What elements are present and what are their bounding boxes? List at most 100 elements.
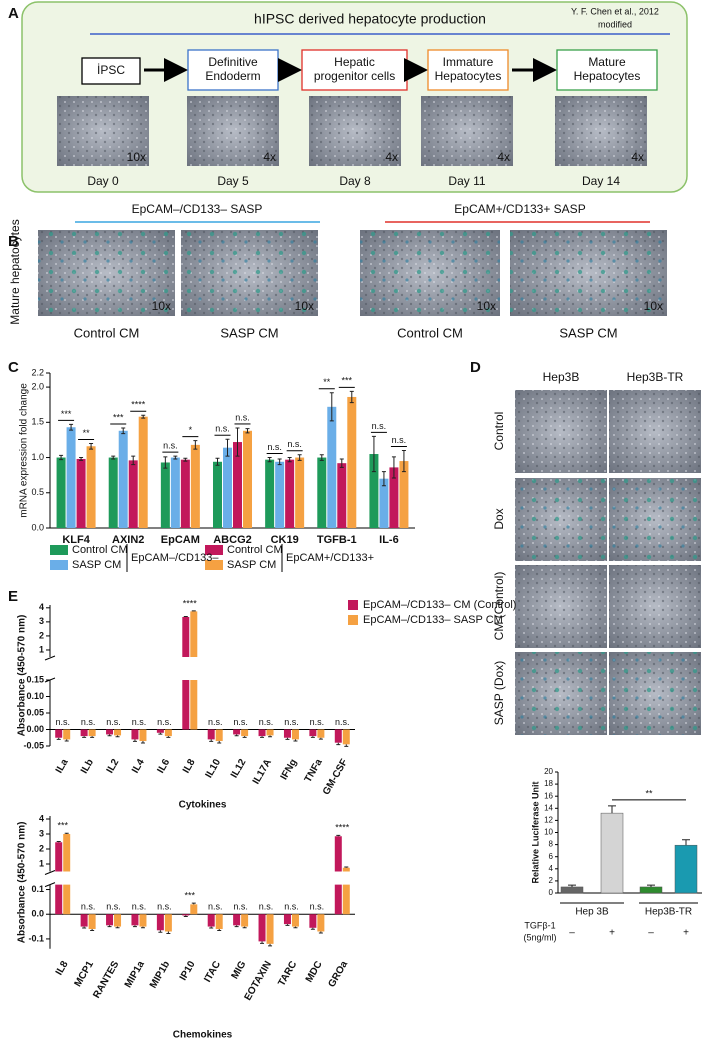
magnification: 4x: [263, 150, 276, 164]
y-axis-label: mRNA expression fold change: [19, 383, 30, 518]
bar: [334, 729, 342, 743]
significance: ***: [185, 890, 196, 900]
image-caption: SASP CM: [559, 325, 617, 340]
bar: [170, 457, 180, 528]
bar: [56, 457, 66, 528]
error-bar: [82, 926, 87, 929]
y-tick-label: 8: [549, 840, 554, 849]
error-bar: [183, 457, 188, 462]
bar: [80, 914, 88, 927]
error-bar: [209, 739, 214, 742]
x-tick-label: ABCG2: [213, 534, 252, 546]
error-bar: [235, 427, 240, 457]
bar: [131, 729, 139, 740]
significance: **: [83, 428, 91, 438]
bar: [139, 729, 147, 742]
micrograph-texture: [309, 96, 401, 166]
row-label: CM (Control): [492, 572, 506, 641]
y-tick-label: 16: [544, 791, 553, 800]
significance: ****: [131, 400, 146, 410]
bar: [182, 914, 190, 916]
micrograph-texture: [515, 390, 607, 473]
significance: ***: [57, 821, 68, 831]
treatment-label: TGFβ-1: [524, 920, 555, 930]
x-tick-label: IFNg: [279, 757, 300, 782]
bar: [80, 729, 88, 737]
significance: n.s.: [208, 717, 223, 727]
significance: n.s.: [335, 717, 350, 727]
y-tick-label: 14: [544, 803, 553, 812]
error-bar: [339, 458, 344, 468]
magnification: 10x: [644, 299, 663, 313]
significance: n.s.: [392, 435, 407, 445]
bar: [317, 914, 325, 932]
error-bar: [318, 737, 323, 740]
y-tick-label: 0.00: [26, 724, 44, 734]
error-bar: [158, 930, 163, 933]
bar: [118, 430, 128, 528]
bar: [128, 460, 138, 528]
x-tick-label: MCP1: [73, 959, 97, 989]
bar: [275, 461, 285, 528]
significance: n.s.: [259, 717, 274, 727]
micrograph-stain: [360, 230, 500, 316]
y-tick-label: 1: [39, 644, 44, 654]
x-tick-label: IL10: [204, 757, 224, 780]
significance: n.s.: [310, 902, 325, 912]
x-tick-label: IL17A: [251, 757, 274, 786]
error-bar: [336, 834, 341, 837]
y-tick-label: -0.1: [28, 933, 44, 943]
bar: [106, 914, 114, 926]
panel-label: E: [8, 588, 18, 605]
stage-label: Hepatocytes: [574, 69, 641, 83]
micrograph-texture: [515, 565, 607, 648]
error-bar: [132, 925, 137, 928]
error-bar: [69, 423, 74, 431]
y-tick-label: 1.5: [31, 417, 44, 427]
x-tick-label: GM-CSF: [321, 757, 350, 797]
x-tick-label: ITAC: [202, 959, 223, 984]
axis-break: [44, 655, 56, 683]
x-tick-label: IL2: [105, 757, 122, 775]
significance: n.s.: [81, 717, 96, 727]
magnification: 4x: [631, 150, 644, 164]
y-axis-label: Absorbance (450-570 nm): [17, 822, 28, 944]
day-label: Day 11: [448, 174, 485, 188]
error-bar: [217, 929, 222, 932]
significance: n.s.: [157, 717, 172, 727]
significance: n.s.: [287, 439, 302, 449]
error-bar: [344, 866, 349, 868]
x-tick-label: ILb: [79, 757, 96, 775]
error-bar: [166, 931, 171, 934]
error-bar: [56, 841, 61, 843]
micrograph-texture: [609, 390, 701, 473]
legend-swatch: [50, 560, 68, 570]
group-label: Hep 3B: [575, 907, 609, 918]
bar: [215, 914, 223, 930]
panel-label: D: [470, 359, 481, 376]
bar: [369, 454, 379, 528]
micrograph-stain: [515, 478, 607, 561]
micrograph-texture: [609, 565, 701, 648]
significance: n.s.: [106, 717, 121, 727]
bar: [674, 844, 698, 894]
bar: [379, 478, 389, 528]
x-tick-label: –: [569, 928, 575, 939]
bar: [309, 729, 317, 737]
panel-label: C: [8, 359, 19, 376]
bar: [342, 729, 350, 745]
error-bar: [121, 427, 126, 435]
bar: [337, 463, 347, 528]
error-bar: [371, 435, 376, 473]
bar: [266, 729, 274, 736]
bar: [86, 446, 96, 528]
legend-swatch: [348, 615, 358, 625]
bar: [600, 812, 624, 894]
significance: n.s.: [372, 421, 387, 431]
error-bar: [191, 902, 196, 905]
y-tick-label: 2.0: [31, 381, 44, 391]
error-bar: [59, 454, 64, 461]
y-tick-label: 0.1: [31, 884, 44, 894]
significance: n.s.: [233, 717, 248, 727]
